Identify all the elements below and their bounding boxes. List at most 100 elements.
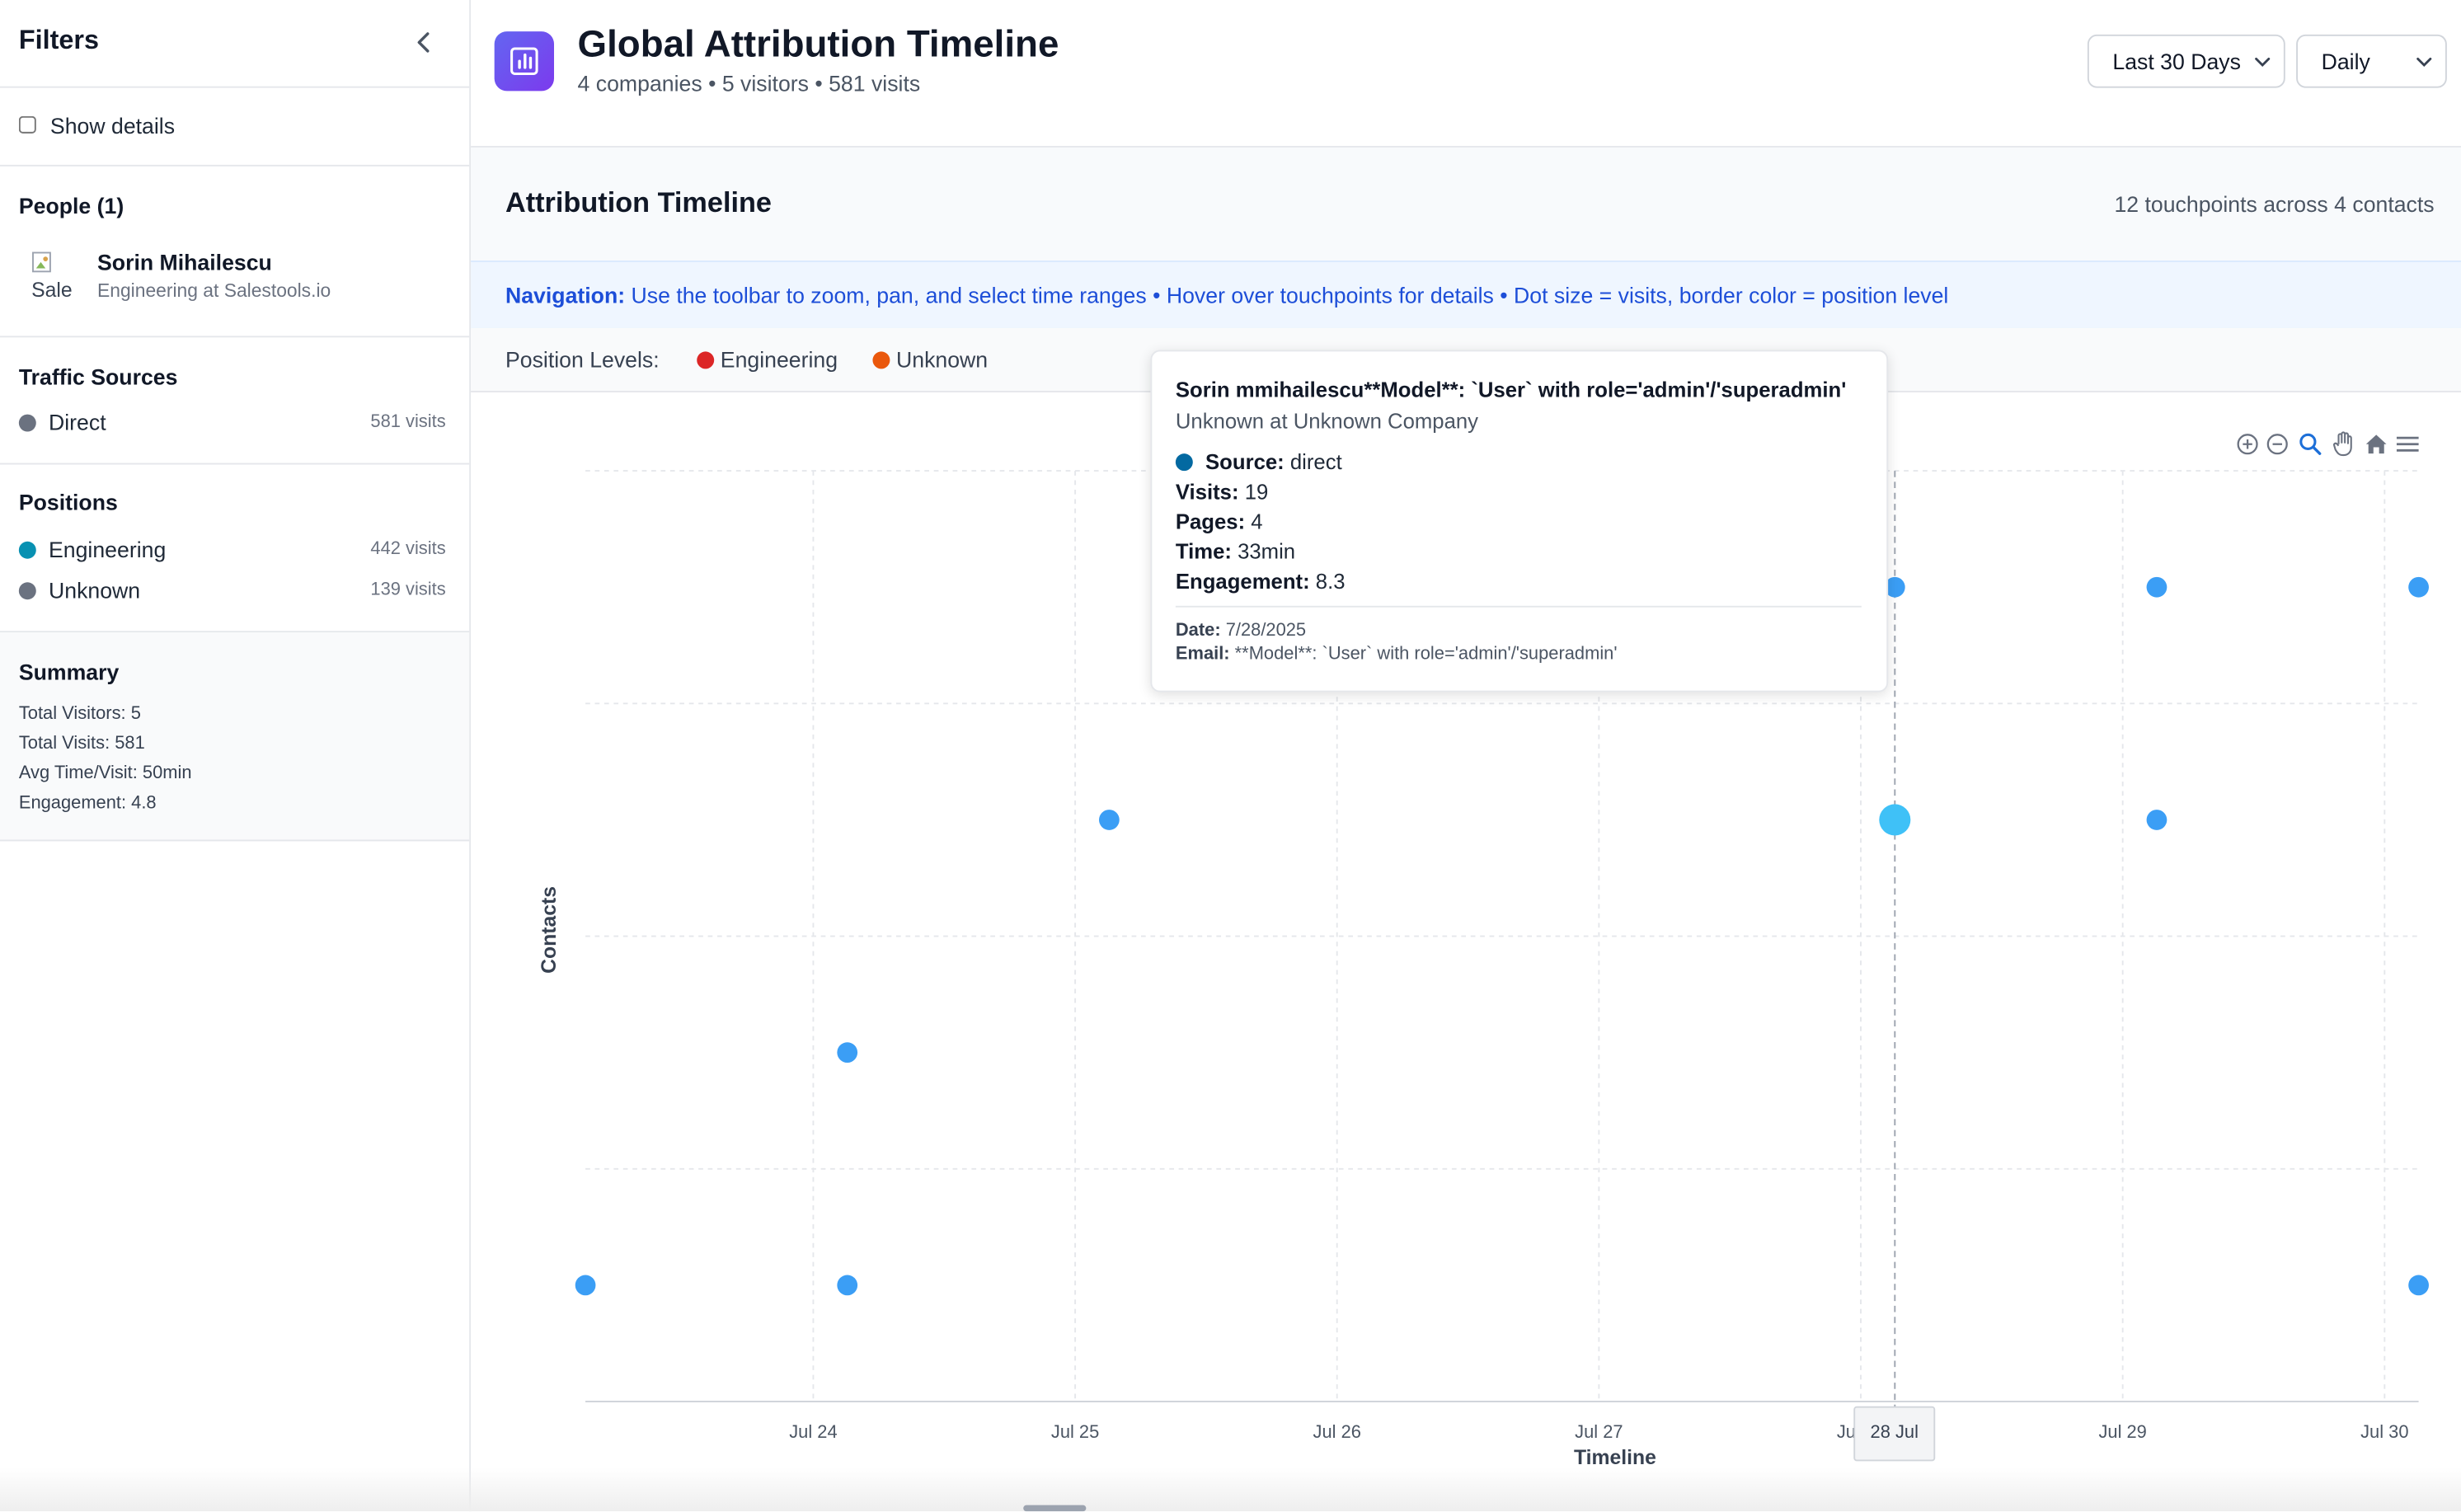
tooltip-email-value: **Model**: `User` with role='admin'/'sup… — [1229, 645, 1618, 664]
positions-title: Positions — [18, 489, 118, 515]
zoom-in-button[interactable] — [2235, 432, 2263, 460]
granularity-select[interactable]: Daily — [2296, 34, 2447, 88]
reset-zoom-button[interactable] — [2364, 432, 2392, 460]
page-subtitle: 4 companies • 5 visitors • 581 visits — [577, 70, 921, 96]
summary-total-visits: Total Visits: 581 — [18, 734, 145, 754]
chart-menu-button[interactable] — [2395, 432, 2423, 460]
tooltip-source-label: Source: — [1205, 450, 1285, 474]
crosshair-x-label-text: 28 Jul — [1870, 1423, 1919, 1443]
traffic-source-label: Direct — [49, 409, 106, 435]
tooltip-pages: Pages: 4 — [1176, 510, 1263, 534]
touchpoint-dot[interactable] — [2146, 576, 2167, 598]
app-logo — [494, 31, 555, 92]
touchpoint-count: 12 touchpoints across 4 contacts — [2114, 191, 2435, 217]
touchpoint-dot-active[interactable] — [1879, 804, 1911, 836]
touchpoint-dot[interactable] — [575, 1275, 596, 1296]
avatar: Sale — [31, 251, 80, 302]
x-tick-label: Jul 27 — [1575, 1421, 1623, 1442]
touchpoint-dot[interactable] — [1098, 810, 1120, 830]
position-dot — [18, 541, 36, 559]
touchpoint-dot[interactable] — [2408, 1275, 2429, 1296]
tooltip-email-label: Email: — [1175, 645, 1230, 664]
navigation-text: Use the toolbar to zoom, pan, and select… — [625, 282, 1949, 308]
collapse-sidebar-button[interactable] — [408, 26, 439, 58]
summary-engagement: Engagement: 4.8 — [18, 794, 157, 814]
granularity-value: Daily — [2321, 49, 2370, 74]
sidebar-title: Filters — [18, 25, 99, 55]
show-details-checkbox[interactable] — [18, 115, 36, 134]
tooltip-source-dot — [1175, 453, 1193, 472]
y-axis-title: Contacts — [538, 886, 561, 974]
crosshair-x-label: 28 Jul — [1853, 1406, 1936, 1462]
position-level-dot — [872, 351, 890, 369]
position-level-label: Engineering — [720, 346, 838, 373]
touchpoint-tooltip: Sorin mmihailescu**Model**: `User` with … — [1150, 350, 1889, 693]
x-tick-label: Jul 30 — [2360, 1421, 2408, 1442]
position-engineering[interactable]: Engineering 442 visits — [18, 535, 446, 563]
summary-title: Summary — [18, 659, 120, 685]
touchpoint-dot[interactable] — [2408, 576, 2429, 598]
zoom-in-icon — [2237, 434, 2258, 455]
x-tick-label: Jul 25 — [1051, 1421, 1099, 1442]
position-count: 442 visits — [370, 539, 446, 559]
tooltip-email: Email: **Model**: `User` with role='admi… — [1176, 645, 1618, 664]
touchpoint-dot[interactable] — [2146, 810, 2167, 830]
navigation-label: Navigation: — [505, 282, 626, 308]
position-count: 139 visits — [370, 580, 446, 600]
tooltip-visits: Visits: 19 — [1176, 481, 1268, 505]
tooltip-pages-value: 4 — [1245, 509, 1263, 534]
date-range-value: Last 30 Days — [2112, 49, 2241, 74]
traffic-source-dot — [18, 414, 36, 432]
tooltip-subtitle: Unknown at Unknown Company — [1175, 409, 1479, 434]
tooltip-source: Source: direct — [1205, 450, 1342, 474]
bar-chart-icon — [510, 47, 538, 75]
show-details-label[interactable]: Show details — [49, 113, 176, 139]
person-role: Engineering at Salestools.io — [97, 279, 331, 302]
date-range-select[interactable]: Last 30 Days — [2087, 34, 2285, 88]
touchpoint-dot[interactable] — [837, 1275, 858, 1296]
show-details-row: Show details — [0, 88, 470, 167]
x-tick-label: Jul 29 — [2098, 1421, 2146, 1442]
position-unknown[interactable]: Unknown 139 visits — [18, 576, 446, 604]
position-level-label: Unknown — [896, 346, 989, 373]
position-label: Engineering — [49, 537, 167, 562]
tooltip-source-value: direct — [1284, 450, 1342, 474]
summary-avg-time: Avg Time/Visit: 50min — [18, 764, 192, 783]
page-header: Global Attribution Timeline 4 companies … — [471, 0, 2461, 148]
tooltip-pages-label: Pages: — [1175, 509, 1246, 534]
horizontal-scrollbar[interactable] — [1023, 1505, 1087, 1512]
tooltip-time: Time: 33min — [1176, 540, 1295, 564]
tooltip-time-value: 33min — [1231, 539, 1296, 564]
tooltip-engagement: Engagement: 8.3 — [1176, 570, 1346, 594]
x-tick-label: Jul 24 — [789, 1421, 837, 1442]
avatar-alt-text: Sale — [31, 277, 73, 302]
chevron-down-icon — [2416, 57, 2432, 68]
tooltip-date: Date: 7/28/2025 — [1176, 622, 1306, 641]
broken-image-icon — [32, 251, 51, 273]
reset-home-icon — [2365, 434, 2387, 454]
selection-zoom-button[interactable] — [2298, 432, 2326, 460]
tooltip-title: Sorin mmihailescu**Model**: `User` with … — [1175, 378, 1847, 402]
timeline-title: Attribution Timeline — [505, 186, 772, 218]
position-levels-label: Position Levels: — [505, 346, 660, 373]
pan-hand-icon — [2333, 431, 2352, 457]
touchpoint-dot[interactable] — [1884, 576, 1905, 598]
person-name[interactable]: Sorin Mihailescu — [97, 249, 272, 275]
tooltip-date-label: Date: — [1175, 621, 1221, 641]
traffic-source-direct[interactable]: Direct 581 visits — [18, 408, 446, 436]
zoom-out-button[interactable] — [2265, 432, 2293, 460]
tooltip-date-value: 7/28/2025 — [1220, 621, 1307, 641]
tooltip-engagement-value: 8.3 — [1309, 570, 1346, 594]
page-title: Global Attribution Timeline — [577, 23, 1059, 66]
traffic-sources-section: Traffic Sources Direct 581 visits — [0, 337, 470, 465]
positions-section: Positions Engineering 442 visits Unknown… — [0, 464, 470, 633]
summary-total-visitors: Total Visitors: 5 — [18, 704, 141, 724]
people-title: People (1) — [18, 193, 124, 218]
tooltip-divider — [1175, 605, 1862, 608]
touchpoint-dot[interactable] — [837, 1042, 858, 1064]
navigation-hint-text: Navigation: Use the toolbar to zoom, pan… — [505, 283, 1948, 308]
position-level-dot — [697, 351, 715, 369]
position-label: Unknown — [49, 577, 141, 603]
pan-button[interactable] — [2331, 430, 2359, 458]
